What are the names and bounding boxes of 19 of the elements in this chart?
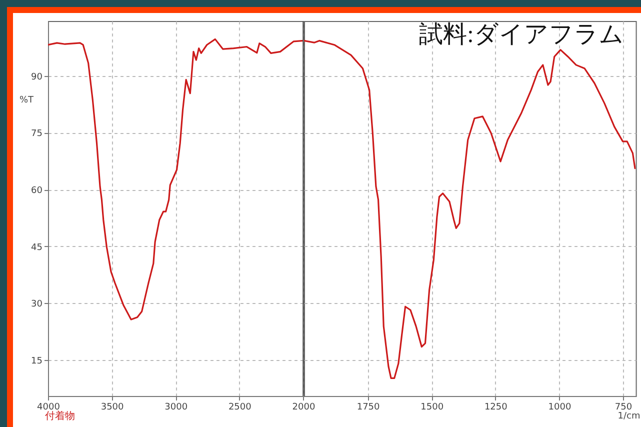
y-tick-label: 15: [31, 356, 42, 367]
y-tick-label: 45: [31, 242, 42, 253]
x-axis-title: 1/cm: [618, 412, 640, 422]
y-axis-title: %T: [19, 96, 34, 106]
y-tick-label: 60: [31, 186, 43, 196]
x-tick-label: 3500: [100, 402, 124, 412]
x-tick-label: 2000: [292, 402, 316, 412]
x-tick-label: 3000: [164, 402, 188, 412]
y-tick-label: 30: [31, 300, 43, 310]
x-tick-label: 1750: [356, 402, 380, 412]
text: 付着物: [45, 410, 75, 422]
y-tick-label: 90: [31, 72, 43, 82]
x-tick-label: 1500: [420, 402, 444, 412]
x-tick-label: 2500: [228, 402, 252, 412]
x-tick-label: 750: [614, 402, 632, 412]
y-tick-label: 75: [31, 129, 42, 140]
x-tick-label: 1000: [548, 402, 572, 412]
chart-title: 試料:ダイアフラム: [419, 22, 624, 48]
x-tick-label: 1250: [484, 402, 508, 412]
